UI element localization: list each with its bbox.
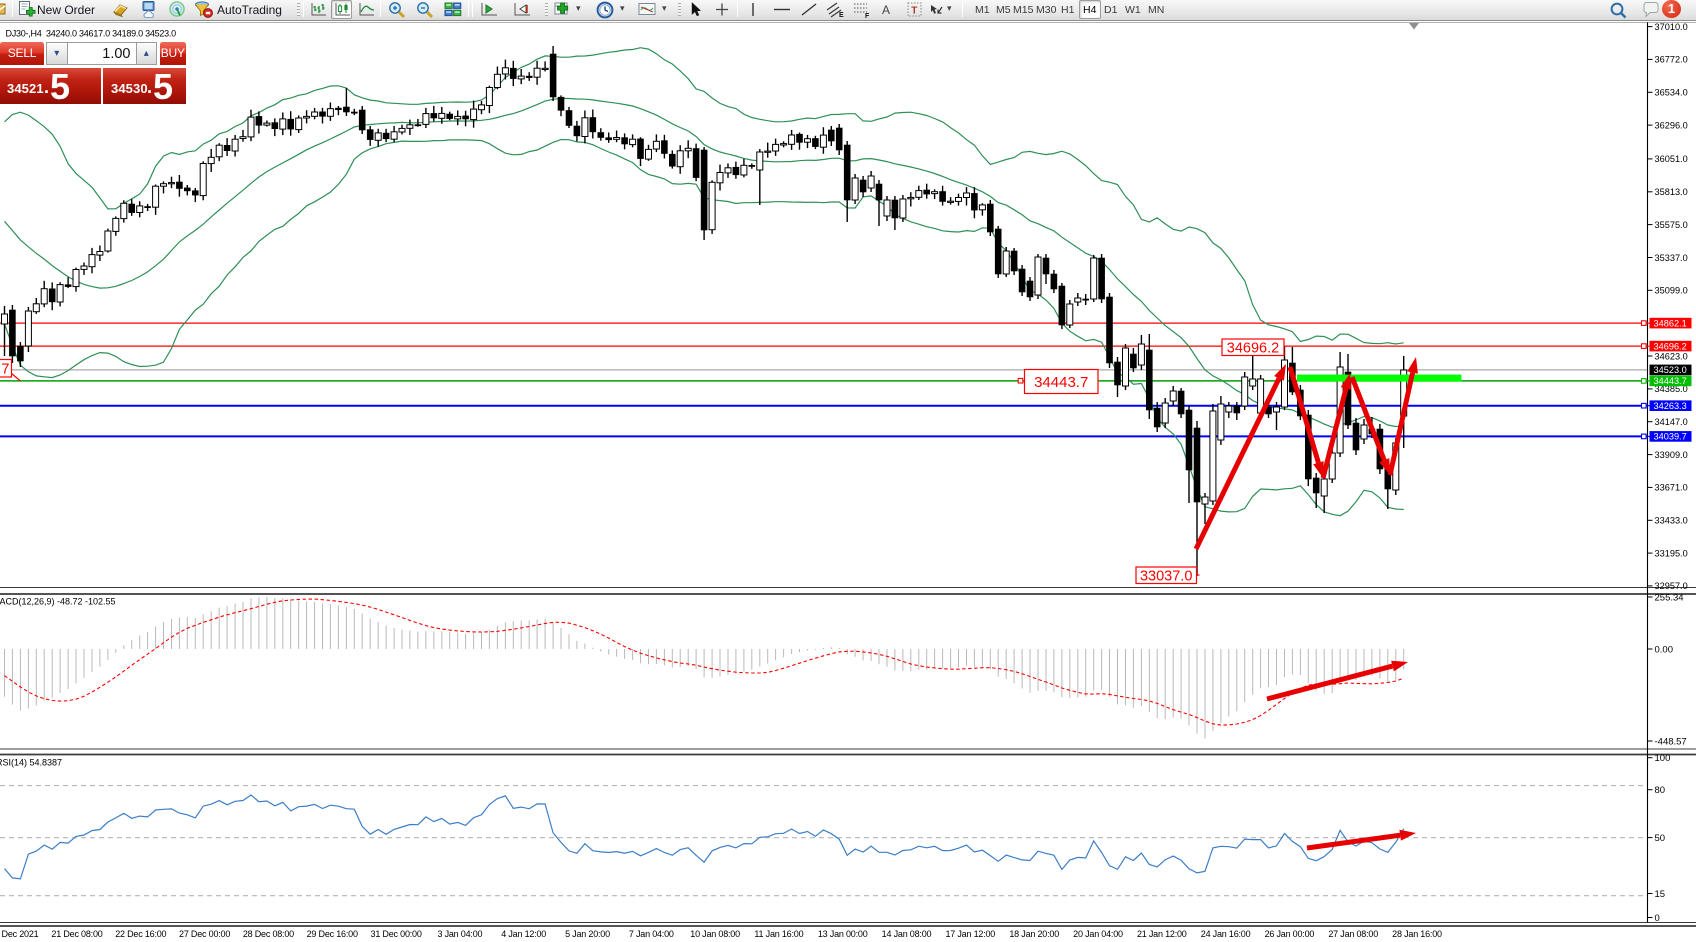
svg-text:24 Jan 16:00: 24 Jan 16:00: [1201, 929, 1251, 939]
svg-text:E: E: [839, 12, 844, 19]
svg-text:50: 50: [1655, 833, 1666, 844]
svg-text:255.34: 255.34: [1655, 592, 1684, 603]
svg-text:28 Dec 08:00: 28 Dec 08:00: [243, 929, 294, 939]
svg-text:34696.2: 34696.2: [1654, 341, 1687, 351]
svg-text:15: 15: [1655, 889, 1666, 900]
svg-text:34862.1: 34862.1: [1654, 318, 1687, 328]
svg-text:100: 100: [1655, 753, 1671, 764]
svg-text:35337.0: 35337.0: [1655, 253, 1688, 263]
svg-text:20 Jan 04:00: 20 Jan 04:00: [1073, 929, 1123, 939]
svg-text:36051.0: 36051.0: [1655, 154, 1688, 164]
svg-text:31 Dec 00:00: 31 Dec 00:00: [371, 929, 422, 939]
svg-text:34443.7: 34443.7: [1034, 374, 1088, 391]
svg-text:36772.0: 36772.0: [1655, 55, 1688, 65]
svg-text:34523.0: 34523.0: [1654, 365, 1687, 375]
svg-text:4 Jan 12:00: 4 Jan 12:00: [501, 929, 546, 939]
svg-text:35099.0: 35099.0: [1655, 286, 1688, 296]
svg-text:RSI(14) 54.8387: RSI(14) 54.8387: [0, 758, 62, 768]
svg-text:13 Jan 00:00: 13 Jan 00:00: [818, 929, 868, 939]
svg-text:35575.0: 35575.0: [1655, 220, 1688, 230]
svg-text:34263.3: 34263.3: [1654, 401, 1687, 411]
svg-text:29 Dec 16:00: 29 Dec 16:00: [307, 929, 358, 939]
svg-text:10 Jan 08:00: 10 Jan 08:00: [690, 929, 740, 939]
svg-text:28 Jan 16:00: 28 Jan 16:00: [1392, 929, 1442, 939]
svg-text:14 Jan 08:00: 14 Jan 08:00: [882, 929, 932, 939]
svg-text:35813.0: 35813.0: [1655, 187, 1688, 197]
svg-text:33195.0: 33195.0: [1655, 548, 1688, 558]
svg-text:0: 0: [1655, 913, 1660, 924]
svg-text:36296.0: 36296.0: [1655, 120, 1688, 130]
svg-text:34443.7: 34443.7: [1654, 376, 1687, 386]
svg-text:37010.0: 37010.0: [1655, 22, 1688, 32]
svg-text:22 Dec 16:00: 22 Dec 16:00: [115, 929, 166, 939]
svg-text:34443.7: 34443.7: [0, 362, 9, 378]
svg-text:33037.0: 33037.0: [1140, 569, 1192, 585]
svg-text:33909.0: 33909.0: [1655, 450, 1688, 460]
svg-text:T: T: [911, 6, 917, 17]
svg-text:17 Jan 12:00: 17 Jan 12:00: [945, 929, 995, 939]
svg-text:11 Jan 16:00: 11 Jan 16:00: [754, 929, 803, 939]
svg-text:34147.0: 34147.0: [1655, 417, 1688, 427]
svg-text:27 Dec 00:00: 27 Dec 00:00: [179, 929, 230, 939]
svg-text:32957.0: 32957.0: [1655, 581, 1688, 591]
svg-text:26 Jan 00:00: 26 Jan 00:00: [1265, 929, 1315, 939]
svg-text:DJ30-,H4 34240.0 34617.0 3418: DJ30-,H4 34240.0 34617.0 34189.0 34523.0: [6, 29, 177, 39]
svg-text:33671.0: 33671.0: [1655, 483, 1688, 493]
svg-text:MACD(12,26,9) -48.72 -102.55: MACD(12,26,9) -48.72 -102.55: [0, 597, 116, 607]
svg-text:0.00: 0.00: [1655, 644, 1674, 655]
svg-text:21 Jan 12:00: 21 Jan 12:00: [1137, 929, 1187, 939]
svg-text:18 Jan 20:00: 18 Jan 20:00: [1009, 929, 1059, 939]
svg-text:5 Jan 20:00: 5 Jan 20:00: [565, 929, 610, 939]
svg-text:33433.0: 33433.0: [1655, 516, 1688, 526]
svg-text:27 Jan 08:00: 27 Jan 08:00: [1328, 929, 1378, 939]
svg-text:3 Jan 04:00: 3 Jan 04:00: [437, 929, 482, 939]
svg-text:36534.0: 36534.0: [1655, 88, 1688, 98]
svg-text:21 Dec 08:00: 21 Dec 08:00: [51, 929, 102, 939]
svg-text:34385.0: 34385.0: [1655, 384, 1688, 394]
svg-text:34623.0: 34623.0: [1655, 351, 1688, 361]
svg-text:7 Jan 04:00: 7 Jan 04:00: [629, 929, 674, 939]
svg-text:F: F: [865, 13, 870, 19]
svg-text:34039.7: 34039.7: [1654, 432, 1687, 442]
svg-text:34696.2: 34696.2: [1227, 341, 1279, 357]
svg-text:80: 80: [1655, 785, 1666, 796]
svg-text:-448.57: -448.57: [1655, 736, 1687, 747]
svg-text:Dec 2021: Dec 2021: [2, 929, 39, 939]
